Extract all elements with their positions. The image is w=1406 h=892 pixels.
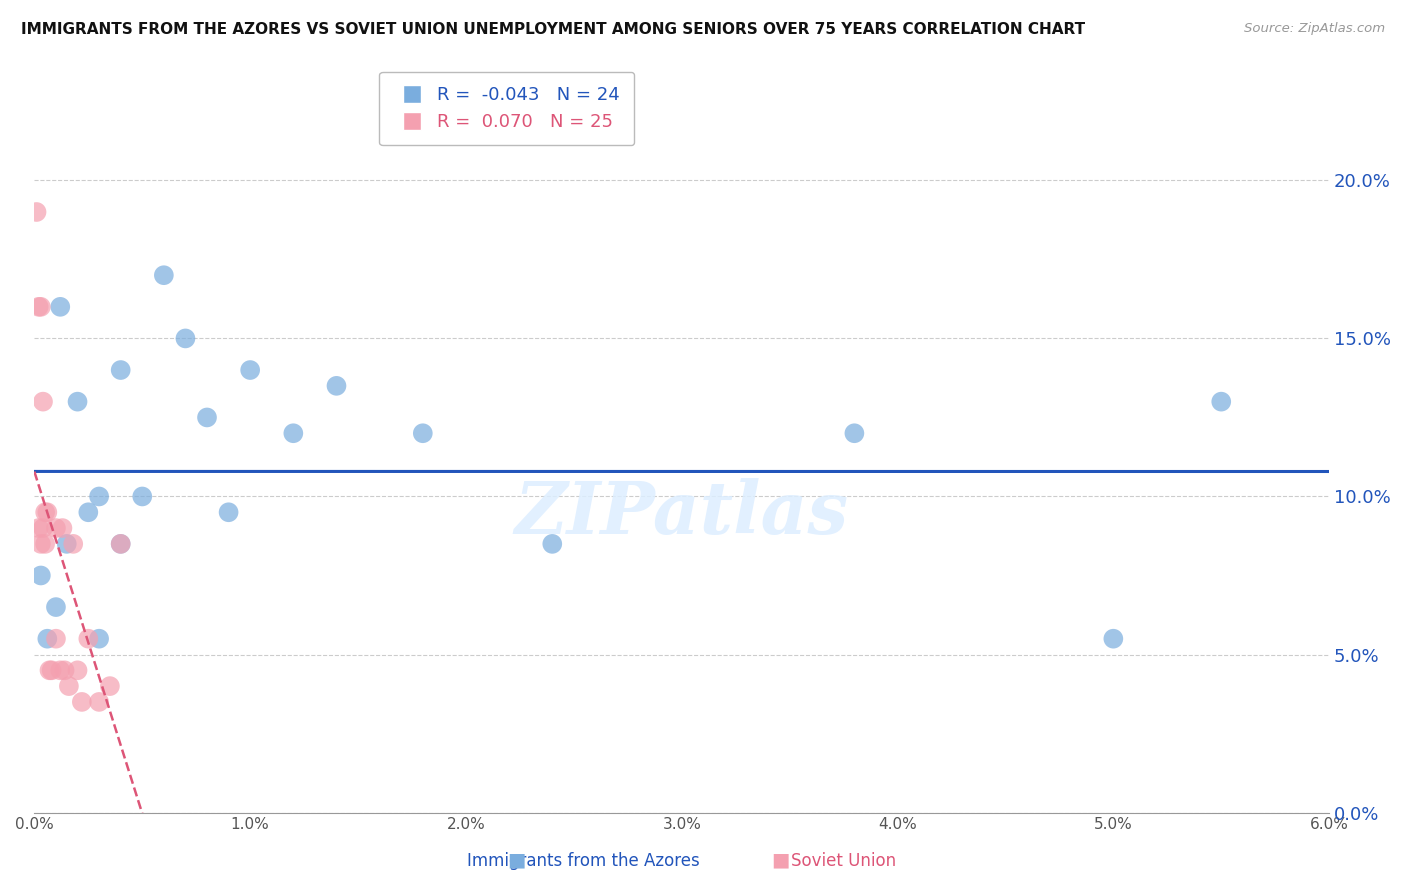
Text: ZIPatlas: ZIPatlas [515,478,849,549]
Point [66,663,89,677]
Point [110,537,132,551]
Point [41,663,63,677]
Point [283,426,305,441]
Point [62,537,84,551]
Point [30,537,52,551]
Point [45,632,67,646]
Point [325,379,347,393]
Point [53,663,76,677]
Point [110,537,132,551]
Point [30,300,52,314]
Point [77,505,100,519]
Point [28,521,51,535]
Point [66,394,89,409]
Point [98,679,121,693]
Point [25,205,48,219]
Text: Immigrants from the Azores: Immigrants from the Azores [467,852,700,870]
Text: ■: ■ [506,851,526,870]
Point [28,300,51,314]
Point [45,600,67,615]
Text: Source: ZipAtlas.com: Source: ZipAtlas.com [1244,22,1385,36]
Point [174,331,197,345]
Point [541,537,564,551]
Point [30,568,52,582]
Text: IMMIGRANTS FROM THE AZORES VS SOVIET UNION UNEMPLOYMENT AMONG SENIORS OVER 75 YE: IMMIGRANTS FROM THE AZORES VS SOVIET UNI… [21,22,1085,37]
Point [37,632,59,646]
Point [87,695,110,709]
Point [153,268,176,283]
Point [38,663,60,677]
Point [1102,632,1125,646]
Point [32,521,55,535]
Point [87,632,110,646]
Point [34,505,56,519]
Point [37,505,59,519]
Point [49,300,72,314]
Point [77,632,100,646]
Point [58,679,80,693]
Point [45,521,67,535]
Point [32,394,55,409]
Point [110,363,132,377]
Legend: R =  -0.043   N = 24, R =  0.070   N = 25: R = -0.043 N = 24, R = 0.070 N = 25 [380,71,634,145]
Point [239,363,262,377]
Text: ■: ■ [770,851,790,870]
Point [55,537,77,551]
Point [412,426,434,441]
Point [131,490,153,504]
Point [195,410,218,425]
Point [218,505,240,519]
Point [51,521,73,535]
Point [1211,394,1233,409]
Point [844,426,866,441]
Point [87,490,110,504]
Text: Soviet Union: Soviet Union [792,852,896,870]
Point [34,537,56,551]
Point [49,663,72,677]
Point [70,695,93,709]
